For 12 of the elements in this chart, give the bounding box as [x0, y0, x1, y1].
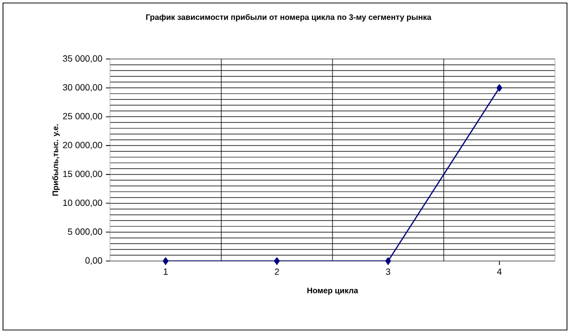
x-tick-label: 2 [274, 268, 279, 275]
y-tick-label: 15 000,00 [63, 170, 102, 178]
y-tick-label: 5 000,00 [68, 228, 102, 236]
y-tick-label: 0,00 [85, 257, 102, 265]
y-tick-label: 30 000,00 [62, 84, 102, 92]
y-tick-label: 35 000,00 [62, 55, 102, 63]
y-tick-label: 25 000,00 [63, 113, 102, 120]
x-tick-label: 3 [386, 268, 390, 275]
x-tick-label: 4 [497, 268, 502, 275]
y-tick-label: 20 000,00 [63, 142, 102, 150]
y-tick-label: 10 000,00 [63, 200, 102, 207]
x-tick-label: 1 [164, 268, 168, 275]
